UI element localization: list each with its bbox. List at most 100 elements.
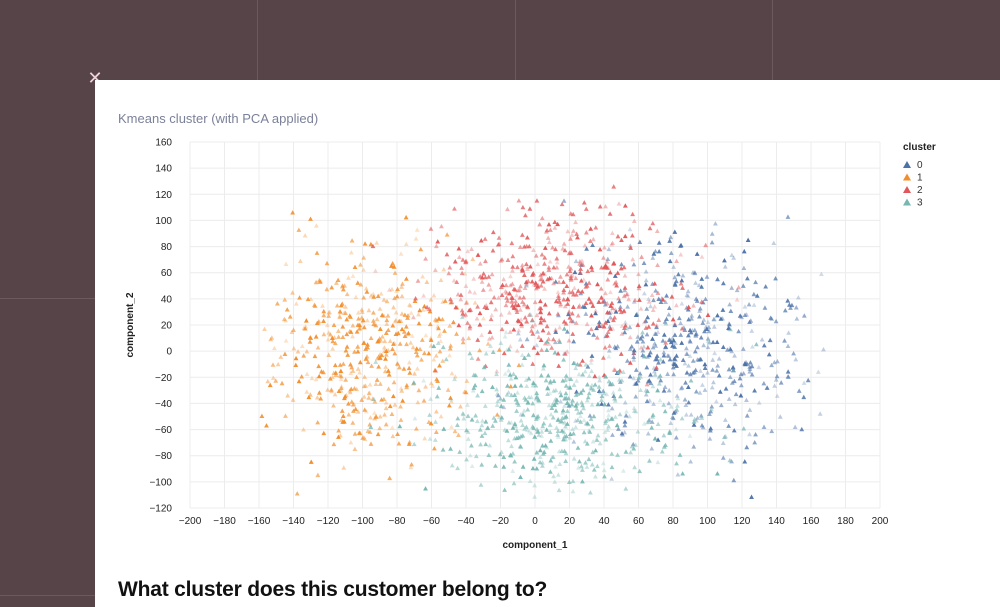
data-point <box>552 339 558 345</box>
data-point <box>650 383 656 389</box>
data-point <box>336 428 342 433</box>
data-point <box>582 304 588 309</box>
data-point <box>535 261 541 267</box>
data-point <box>786 330 792 335</box>
data-point <box>549 345 555 350</box>
data-point <box>621 264 627 270</box>
data-point <box>668 250 674 255</box>
data-point <box>586 390 592 396</box>
data-point <box>673 426 679 432</box>
data-point <box>517 337 523 342</box>
data-point <box>561 279 566 284</box>
data-point <box>627 346 633 351</box>
data-point <box>455 415 461 421</box>
data-point <box>566 311 571 317</box>
data-point <box>599 393 605 399</box>
data-point <box>380 334 385 339</box>
data-point <box>529 279 535 284</box>
data-point <box>327 376 333 381</box>
data-point <box>337 308 343 314</box>
data-point <box>720 307 726 312</box>
data-point <box>570 289 575 294</box>
data-point <box>270 362 276 367</box>
data-point <box>596 384 602 389</box>
data-point <box>377 326 383 331</box>
data-point <box>612 398 618 403</box>
data-point <box>353 406 359 412</box>
data-point <box>650 307 656 313</box>
data-point <box>727 301 733 307</box>
data-point <box>540 443 545 448</box>
data-point <box>483 441 489 447</box>
data-point <box>555 289 561 295</box>
data-point <box>403 276 409 281</box>
data-point <box>533 396 539 401</box>
data-point <box>622 400 628 405</box>
data-point <box>275 301 280 306</box>
data-point <box>473 413 479 418</box>
data-point <box>686 316 692 322</box>
data-point <box>428 297 434 302</box>
data-point <box>398 385 404 391</box>
data-point <box>644 382 650 387</box>
data-point <box>696 282 702 288</box>
data-point <box>349 238 355 243</box>
data-point <box>636 297 642 302</box>
x-tick-label: −140 <box>282 516 305 527</box>
data-point <box>563 414 569 419</box>
data-point <box>400 398 406 403</box>
data-point <box>640 339 646 344</box>
data-point <box>371 396 377 402</box>
data-point <box>435 340 441 345</box>
data-point <box>609 230 615 236</box>
data-point <box>259 413 265 418</box>
data-point <box>590 449 596 455</box>
data-point <box>630 211 636 217</box>
data-point <box>520 268 525 273</box>
data-point <box>539 276 545 281</box>
data-point <box>622 233 628 239</box>
data-point <box>509 392 514 398</box>
data-point <box>534 394 540 400</box>
data-point <box>427 308 433 314</box>
data-point <box>623 323 628 328</box>
x-tick-label: −40 <box>458 516 475 527</box>
data-point <box>726 366 732 372</box>
data-point <box>597 204 603 209</box>
data-point <box>362 241 368 246</box>
data-point <box>666 387 672 393</box>
data-point <box>376 338 382 343</box>
data-point <box>528 430 534 436</box>
data-point <box>493 463 498 468</box>
data-point <box>665 353 671 358</box>
data-point <box>624 358 630 363</box>
data-point <box>547 390 553 396</box>
data-point <box>756 400 762 405</box>
data-point <box>419 357 424 362</box>
data-point <box>664 316 669 321</box>
data-point <box>525 427 530 432</box>
data-point <box>687 353 693 358</box>
data-point <box>540 327 546 333</box>
data-point <box>512 421 518 427</box>
data-point <box>402 312 408 317</box>
data-point <box>553 298 559 304</box>
data-point <box>635 322 641 327</box>
data-point <box>551 473 556 479</box>
data-point <box>464 378 470 383</box>
data-point <box>364 317 370 323</box>
data-point <box>407 302 412 307</box>
data-point <box>351 401 357 406</box>
data-point <box>564 329 570 334</box>
data-point <box>501 350 507 356</box>
data-point <box>414 426 419 431</box>
data-point <box>573 320 579 325</box>
data-point <box>561 429 567 435</box>
data-point <box>641 353 647 359</box>
data-point <box>399 326 405 332</box>
data-point <box>668 404 674 409</box>
data-point <box>631 375 637 381</box>
data-point <box>815 369 821 374</box>
data-point <box>584 321 590 327</box>
data-point <box>383 364 389 369</box>
